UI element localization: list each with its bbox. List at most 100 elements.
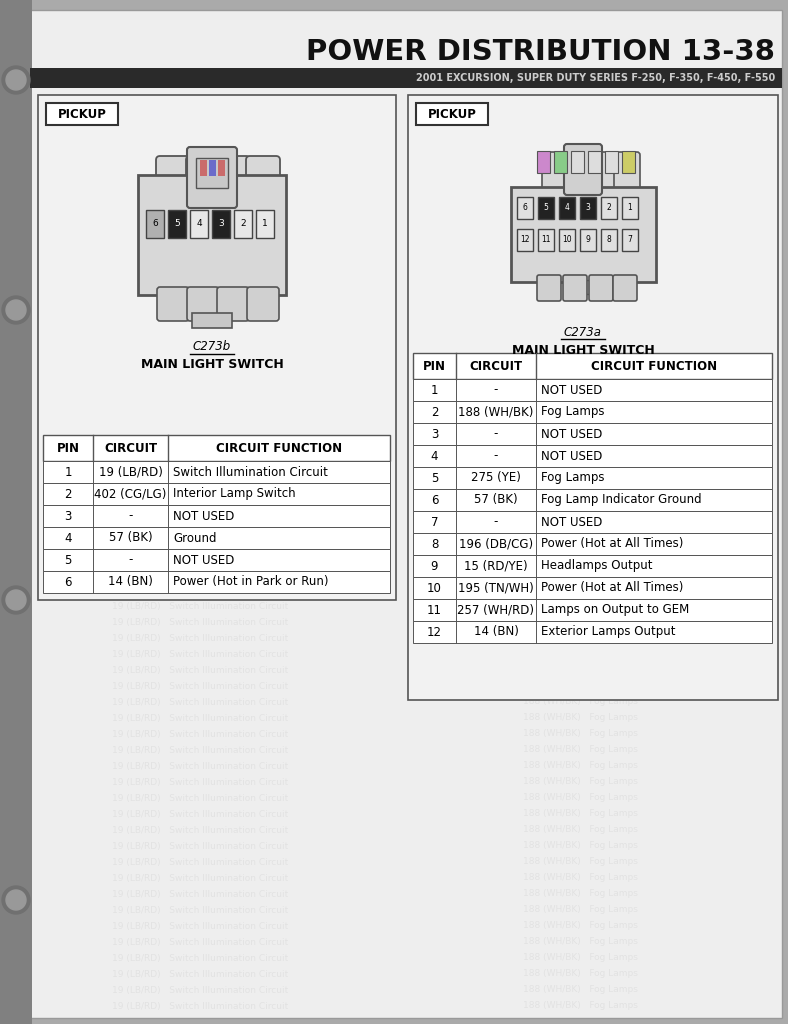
Text: 275 (YE): 275 (YE) (471, 471, 521, 484)
Text: 19 (LB/RD)   Switch Illumination Circuit: 19 (LB/RD) Switch Illumination Circuit (112, 777, 288, 786)
Text: 19 (LB/RD)   Switch Illumination Circuit: 19 (LB/RD) Switch Illumination Circuit (112, 825, 288, 835)
Bar (38, 95, 396, 600)
Text: 19 (LB/RD)   Switch Illumination Circuit: 19 (LB/RD) Switch Illumination Circuit (112, 1001, 288, 1011)
Bar (212, 210, 230, 238)
FancyBboxPatch shape (613, 275, 637, 301)
Bar (413, 445, 772, 467)
Text: Headlamps Output: Headlamps Output (541, 559, 652, 572)
Text: 19 (LB/RD)   Switch Illumination Circuit: 19 (LB/RD) Switch Illumination Circuit (112, 938, 288, 946)
Bar (538, 197, 554, 219)
Text: 188 (WH/BK)   Fog Lamps: 188 (WH/BK) Fog Lamps (522, 441, 637, 451)
Text: NOT USED: NOT USED (541, 427, 602, 440)
Text: 8: 8 (607, 236, 611, 245)
Text: -: - (128, 554, 132, 566)
Bar (413, 423, 772, 445)
Bar (190, 210, 208, 238)
Bar (413, 599, 772, 621)
Text: 19 (LB/RD)   Switch Illumination Circuit: 19 (LB/RD) Switch Illumination Circuit (112, 473, 288, 482)
Text: 19 (LB/RD)   Switch Illumination Circuit: 19 (LB/RD) Switch Illumination Circuit (112, 538, 288, 547)
Text: 188 (WH/BK)   Fog Lamps: 188 (WH/BK) Fog Lamps (522, 842, 637, 851)
Text: 188 (WH/BK)   Fog Lamps: 188 (WH/BK) Fog Lamps (522, 922, 637, 931)
Text: 188 (WH/BK)   Fog Lamps: 188 (WH/BK) Fog Lamps (522, 714, 637, 723)
Text: 2001 EXCURSION, SUPER DUTY SERIES F-250, F-350, F-450, F-550: 2001 EXCURSION, SUPER DUTY SERIES F-250,… (416, 73, 775, 83)
Bar (192, 313, 232, 328)
Text: 19 (LB/RD)   Switch Illumination Circuit: 19 (LB/RD) Switch Illumination Circuit (112, 617, 288, 627)
Bar (622, 197, 638, 219)
Bar (413, 379, 772, 401)
Text: 188 (WH/BK)   Fog Lamps: 188 (WH/BK) Fog Lamps (522, 762, 637, 770)
Text: 2: 2 (240, 219, 246, 228)
Bar (413, 577, 772, 599)
Text: 188 (WH/BK): 188 (WH/BK) (459, 406, 533, 419)
Bar (234, 210, 252, 238)
Circle shape (6, 70, 26, 90)
Text: 19 (LB/RD)   Switch Illumination Circuit: 19 (LB/RD) Switch Illumination Circuit (112, 794, 288, 803)
Circle shape (6, 890, 26, 910)
FancyBboxPatch shape (186, 156, 220, 209)
FancyBboxPatch shape (542, 152, 568, 196)
Text: 9: 9 (585, 236, 590, 245)
FancyBboxPatch shape (537, 275, 561, 301)
Text: 402 (CG/LG): 402 (CG/LG) (95, 487, 167, 501)
Text: 19 (LB/RD)   Switch Illumination Circuit: 19 (LB/RD) Switch Illumination Circuit (112, 521, 288, 530)
Text: 188 (WH/BK)   Fog Lamps: 188 (WH/BK) Fog Lamps (522, 666, 637, 675)
Text: 14 (BN): 14 (BN) (474, 626, 519, 639)
Bar (559, 197, 575, 219)
Text: -: - (494, 450, 498, 463)
FancyBboxPatch shape (187, 147, 237, 208)
Bar (413, 353, 772, 379)
Circle shape (2, 296, 30, 324)
Text: 11: 11 (541, 236, 551, 245)
Bar (196, 158, 228, 188)
Text: 5: 5 (174, 219, 180, 228)
Text: 5: 5 (544, 204, 548, 213)
Text: PICKUP: PICKUP (428, 108, 477, 121)
Text: 188 (WH/BK)   Fog Lamps: 188 (WH/BK) Fog Lamps (522, 554, 637, 562)
Text: 188 (WH/BK)   Fog Lamps: 188 (WH/BK) Fog Lamps (522, 729, 637, 738)
Text: 19 (LB/RD)   Switch Illumination Circuit: 19 (LB/RD) Switch Illumination Circuit (112, 634, 288, 642)
Text: 19 (LB/RD)   Switch Illumination Circuit: 19 (LB/RD) Switch Illumination Circuit (112, 873, 288, 883)
Text: 3: 3 (65, 510, 72, 522)
Text: 19 (LB/RD)   Switch Illumination Circuit: 19 (LB/RD) Switch Illumination Circuit (112, 905, 288, 914)
Text: 188 (WH/BK)   Fog Lamps: 188 (WH/BK) Fog Lamps (522, 521, 637, 530)
Text: C273b: C273b (193, 341, 231, 353)
Bar (43, 527, 390, 549)
Text: 6: 6 (152, 219, 158, 228)
Text: MAIN LIGHT SWITCH: MAIN LIGHT SWITCH (140, 358, 284, 372)
Bar (622, 229, 638, 251)
Text: Interior Lamp Switch: Interior Lamp Switch (173, 487, 296, 501)
Text: 14 (BN): 14 (BN) (108, 575, 153, 589)
Text: 15 (RD/YE): 15 (RD/YE) (464, 559, 528, 572)
Text: 188 (WH/BK)   Fog Lamps: 188 (WH/BK) Fog Lamps (522, 617, 637, 627)
Text: 19 (LB/RD)   Switch Illumination Circuit: 19 (LB/RD) Switch Illumination Circuit (112, 953, 288, 963)
Text: PIN: PIN (57, 441, 80, 455)
Text: 19 (LB/RD)   Switch Illumination Circuit: 19 (LB/RD) Switch Illumination Circuit (112, 649, 288, 658)
Text: 4: 4 (65, 531, 72, 545)
Bar (43, 435, 390, 461)
Text: 19 (LB/RD)   Switch Illumination Circuit: 19 (LB/RD) Switch Illumination Circuit (112, 922, 288, 931)
Text: Fog Lamps: Fog Lamps (541, 406, 604, 419)
Text: 19 (LB/RD)   Switch Illumination Circuit: 19 (LB/RD) Switch Illumination Circuit (112, 842, 288, 851)
Bar (580, 197, 596, 219)
Text: 5: 5 (431, 471, 438, 484)
Text: 188 (WH/BK)   Fog Lamps: 188 (WH/BK) Fog Lamps (522, 873, 637, 883)
Text: Power (Hot at All Times): Power (Hot at All Times) (541, 582, 683, 595)
Text: 2: 2 (65, 487, 72, 501)
Text: 3: 3 (585, 204, 590, 213)
FancyBboxPatch shape (564, 144, 602, 195)
Bar (413, 621, 772, 643)
Text: 188 (WH/BK)   Fog Lamps: 188 (WH/BK) Fog Lamps (522, 905, 637, 914)
Text: 19 (LB/RD)   Switch Illumination Circuit: 19 (LB/RD) Switch Illumination Circuit (112, 697, 288, 707)
Text: 19 (LB/RD)   Switch Illumination Circuit: 19 (LB/RD) Switch Illumination Circuit (112, 682, 288, 690)
Text: 19 (LB/RD)   Switch Illumination Circuit: 19 (LB/RD) Switch Illumination Circuit (112, 810, 288, 818)
Text: -: - (494, 515, 498, 528)
Text: 11: 11 (427, 603, 442, 616)
Text: 19 (LB/RD)   Switch Illumination Circuit: 19 (LB/RD) Switch Illumination Circuit (112, 554, 288, 562)
Text: 3: 3 (218, 219, 224, 228)
Bar (256, 210, 274, 238)
Text: Power (Hot in Park or Run): Power (Hot in Park or Run) (173, 575, 329, 589)
Bar (538, 229, 554, 251)
Text: 188 (WH/BK)   Fog Lamps: 188 (WH/BK) Fog Lamps (522, 458, 637, 467)
Text: 4: 4 (196, 219, 202, 228)
Text: 188 (WH/BK)   Fog Lamps: 188 (WH/BK) Fog Lamps (522, 970, 637, 979)
